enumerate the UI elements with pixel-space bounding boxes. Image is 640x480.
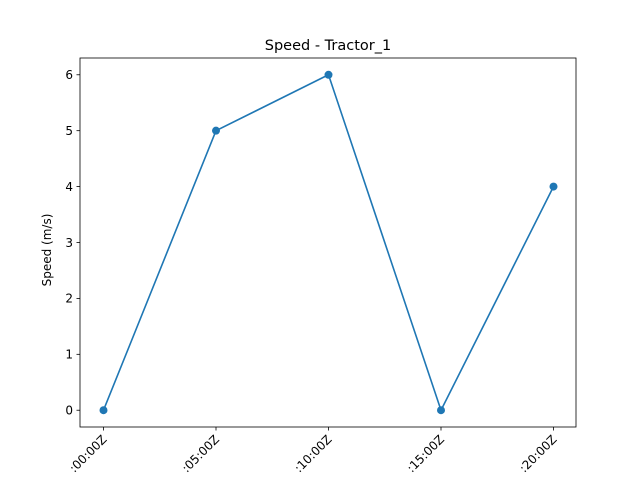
y-axis-title: Speed (m/s) (40, 214, 54, 287)
data-point (549, 182, 558, 191)
data-point (324, 70, 333, 79)
y-tick-label: 6 (65, 68, 73, 82)
chart-title: Speed - Tractor_1 (265, 38, 391, 54)
data-point (437, 406, 445, 415)
y-tick-label: 0 (65, 404, 73, 418)
data-point (212, 126, 220, 135)
data-point (99, 406, 108, 415)
y-tick-label: 1 (65, 348, 73, 362)
y-tick-label: 2 (65, 292, 73, 306)
y-tick-label: 5 (65, 124, 73, 138)
y-tick-label: 3 (65, 236, 73, 250)
y-tick-label: 4 (65, 180, 73, 194)
axes-frame (79, 57, 577, 428)
